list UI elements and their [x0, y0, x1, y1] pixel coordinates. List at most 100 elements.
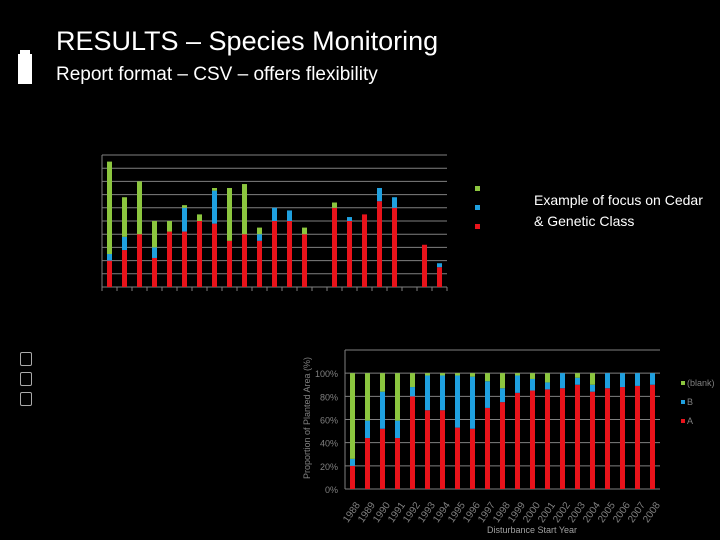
- bar-b: [182, 207, 187, 232]
- bar-b: [347, 217, 352, 221]
- bar-a: [590, 391, 595, 489]
- legend-label: A: [687, 416, 693, 426]
- bar-a: [167, 231, 172, 287]
- bar-blank: [530, 373, 535, 379]
- bar-blank: [182, 205, 187, 208]
- bar-a: [380, 428, 385, 489]
- x-axis-title: Disturbance Start Year: [487, 525, 577, 535]
- bar-blank: [425, 373, 430, 376]
- bar-a: [395, 438, 400, 489]
- bar-a: [242, 234, 247, 287]
- y-tick-label: 80%: [320, 392, 338, 402]
- bar-blank: [410, 373, 415, 388]
- x-tick-label: 2008: [641, 500, 663, 525]
- bar-a: [332, 207, 337, 287]
- bar-a: [197, 221, 202, 287]
- bar-b: [455, 375, 460, 428]
- bar-blank: [212, 188, 217, 191]
- bar-a: [182, 231, 187, 287]
- y-tick-label: 20%: [320, 462, 338, 472]
- y-tick-label: 0%: [325, 485, 338, 495]
- bar-a: [425, 410, 430, 489]
- bar-blank: [500, 373, 505, 389]
- bar-a: [392, 207, 397, 287]
- slide-title: RESULTS – Species Monitoring: [56, 26, 439, 56]
- bar-a: [485, 407, 490, 489]
- legend-marker: [681, 419, 685, 423]
- bar-blank: [242, 184, 247, 235]
- bar-b: [392, 197, 397, 208]
- bar-blank: [455, 373, 460, 376]
- bar-a: [152, 257, 157, 287]
- bar-blank: [137, 181, 142, 235]
- bar-b: [470, 376, 475, 429]
- bar-a: [107, 260, 112, 287]
- bar-b: [410, 387, 415, 397]
- bar-a: [635, 385, 640, 489]
- bar-a: [620, 387, 625, 489]
- bar-blank: [350, 373, 355, 459]
- bar-a: [437, 267, 442, 287]
- legend-marker: [681, 400, 685, 404]
- bar-b: [530, 378, 535, 391]
- bar-a: [575, 384, 580, 489]
- bar-blank: [515, 373, 520, 376]
- slide-thumbnail-box: [20, 352, 32, 366]
- bar-a: [227, 240, 232, 287]
- bar-b: [620, 373, 625, 388]
- bar-blank: [167, 221, 172, 232]
- bar-b: [500, 388, 505, 403]
- bar-a: [365, 438, 370, 489]
- bar-a: [545, 389, 550, 489]
- bar-b: [485, 381, 490, 408]
- bar-b: [560, 373, 565, 389]
- bar-a: [137, 234, 142, 287]
- focus-note: Example of focus on Cedar & Genetic Clas…: [534, 192, 703, 229]
- bar-b: [635, 373, 640, 386]
- bar-b: [257, 234, 262, 241]
- bar-b: [575, 377, 580, 385]
- bar-b: [287, 210, 292, 221]
- legend-label: (blank): [687, 378, 715, 388]
- bar-a: [605, 388, 610, 489]
- bar-blank: [485, 373, 490, 382]
- bar-a: [500, 402, 505, 489]
- bar-blank: [575, 373, 580, 378]
- bar-b: [365, 420, 370, 439]
- bar-blank: [257, 227, 262, 235]
- legend-marker: [681, 381, 685, 385]
- slide-accent-bar: [18, 54, 32, 84]
- bar-a: [515, 392, 520, 489]
- bar-a: [440, 410, 445, 489]
- bar-a: [422, 244, 427, 287]
- bar-b: [380, 391, 385, 429]
- bar-blank: [302, 227, 307, 235]
- bar-blank: [227, 188, 232, 241]
- y-tick-label: 100%: [315, 369, 338, 379]
- bar-b: [107, 254, 112, 261]
- bar-b: [152, 247, 157, 258]
- bar-blank: [365, 373, 370, 421]
- bar-a: [650, 384, 655, 489]
- bar-b: [437, 263, 442, 268]
- bar-blank: [107, 161, 112, 254]
- bar-b: [590, 384, 595, 392]
- bar-blank: [590, 373, 595, 385]
- bar-b: [377, 188, 382, 202]
- slide-thumbnail-box: [20, 392, 32, 406]
- slide-subtitle: Report format – CSV – offers flexibility: [56, 64, 378, 85]
- bar-a: [347, 221, 352, 287]
- bar-b: [272, 207, 277, 221]
- bar-b: [425, 375, 430, 411]
- bar-a: [470, 428, 475, 489]
- legend-marker-b: [475, 205, 480, 210]
- bar-a: [257, 240, 262, 287]
- bar-a: [122, 250, 127, 287]
- bar-a: [377, 201, 382, 287]
- bar-a: [455, 427, 460, 489]
- slide-thumbnail-box: [20, 372, 32, 386]
- bar-b: [212, 190, 217, 224]
- bar-blank: [332, 202, 337, 208]
